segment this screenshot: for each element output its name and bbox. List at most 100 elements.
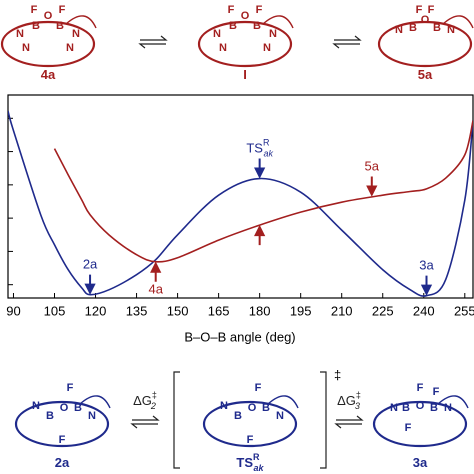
step-label-sub: 3: [355, 401, 360, 411]
atom: N: [22, 42, 30, 54]
ring: [377, 20, 473, 68]
atom: O: [421, 14, 430, 26]
x-tick-label: 225: [372, 303, 394, 318]
structure-label-sub: ak: [254, 463, 265, 473]
equilibrium-arrows: [130, 35, 364, 469]
ring: [0, 20, 96, 68]
atom: N: [444, 402, 452, 414]
annotation-label-sup: R: [263, 138, 270, 148]
strap: [65, 15, 97, 29]
step-label: ΔG‡ 2: [133, 390, 157, 411]
structure-label: TSR ak: [236, 452, 264, 473]
annotation-arrow: [150, 261, 162, 282]
step-label: ΔG‡ 3: [337, 390, 361, 411]
atom: N: [269, 28, 277, 40]
structure-label: 5a: [418, 67, 433, 82]
x-tick-label: 90: [6, 303, 20, 318]
annotation-arrow: [366, 176, 378, 197]
atom: B: [262, 402, 270, 414]
atom: F: [417, 382, 424, 394]
atom: F: [228, 4, 235, 16]
atom: F: [416, 4, 423, 16]
x-tick-label: 180: [249, 303, 271, 318]
step-label-sub: 2: [150, 401, 156, 411]
series-line: [8, 110, 473, 297]
plot-frame: [7, 94, 474, 299]
atom: O: [60, 402, 69, 414]
step-label-sup: ‡: [152, 390, 157, 400]
annotation-label-sub: ak: [263, 149, 273, 159]
atom: O: [416, 400, 425, 412]
annotation-label-main: 3a: [419, 258, 434, 273]
atom: B: [234, 410, 242, 422]
structure-label-main: I: [243, 67, 247, 82]
atom: O: [44, 10, 53, 22]
atom: F: [247, 434, 254, 446]
atom: F: [256, 4, 263, 16]
strap: [79, 395, 111, 409]
x-tick-label: 105: [44, 303, 66, 318]
atom: F: [255, 382, 262, 394]
annotation-arrow: [254, 158, 266, 179]
atom: B: [430, 402, 438, 414]
ring: [14, 400, 110, 448]
structure-label: 4a: [41, 67, 56, 82]
ring: [197, 20, 293, 68]
annotation-label-main: 2a: [83, 257, 98, 272]
atom: B: [253, 20, 261, 32]
structure-label-main: 4a: [41, 67, 56, 82]
annotation-arrow: [254, 224, 266, 246]
atom: N: [219, 42, 227, 54]
atom: N: [276, 410, 284, 422]
atom: N: [395, 24, 403, 36]
atom: F: [31, 4, 38, 16]
x-tick-label: 150: [167, 303, 189, 318]
atom: O: [241, 10, 250, 22]
dagger: ‡: [334, 367, 341, 382]
atom: F: [59, 434, 66, 446]
x-tick-label: 240: [413, 303, 435, 318]
annotation-label-main: 5a: [365, 159, 380, 174]
annotation-label: 3a: [419, 258, 434, 273]
annotation-label: TSR ak: [246, 138, 273, 159]
x-tick-label: 195: [290, 303, 312, 318]
atom: B: [32, 20, 40, 32]
atom: O: [248, 402, 257, 414]
x-tick-label: 135: [126, 303, 148, 318]
atom: F: [405, 422, 412, 434]
atom: B: [74, 402, 82, 414]
atom: N: [263, 42, 271, 54]
annotation-label: 2a: [83, 257, 98, 272]
structure-label-sup: R: [253, 452, 260, 462]
strap: [267, 395, 299, 409]
atom: B: [409, 22, 417, 34]
structure-label: 3a: [413, 455, 428, 470]
x-tick-label: 165: [208, 303, 230, 318]
atom: N: [220, 400, 228, 412]
annotation-label-main: TS: [246, 141, 263, 156]
annotation-label: 4a: [148, 282, 163, 297]
structure-label: 2a: [55, 455, 70, 470]
atom: B: [229, 20, 237, 32]
structure-label-main: 2a: [55, 455, 70, 470]
structure-label-main: TS: [236, 455, 253, 470]
atom: F: [67, 382, 74, 394]
strap: [437, 395, 469, 409]
structure-label: I: [243, 67, 247, 82]
atom: B: [433, 22, 441, 34]
annotation-label-main: 4a: [148, 282, 163, 297]
x-axis-label: B–O–B angle (deg): [184, 329, 295, 344]
structure-label-main: 5a: [418, 67, 433, 82]
atom: N: [66, 42, 74, 54]
atom: N: [16, 28, 24, 40]
series-line: [53, 120, 473, 263]
atom: B: [56, 20, 64, 32]
ring: [372, 400, 468, 448]
atom: N: [213, 28, 221, 40]
strap: [262, 15, 294, 29]
annotation-arrow: [420, 275, 433, 296]
x-tick-label: 210: [331, 303, 353, 318]
atom: B: [46, 410, 54, 422]
atom: N: [390, 402, 398, 414]
